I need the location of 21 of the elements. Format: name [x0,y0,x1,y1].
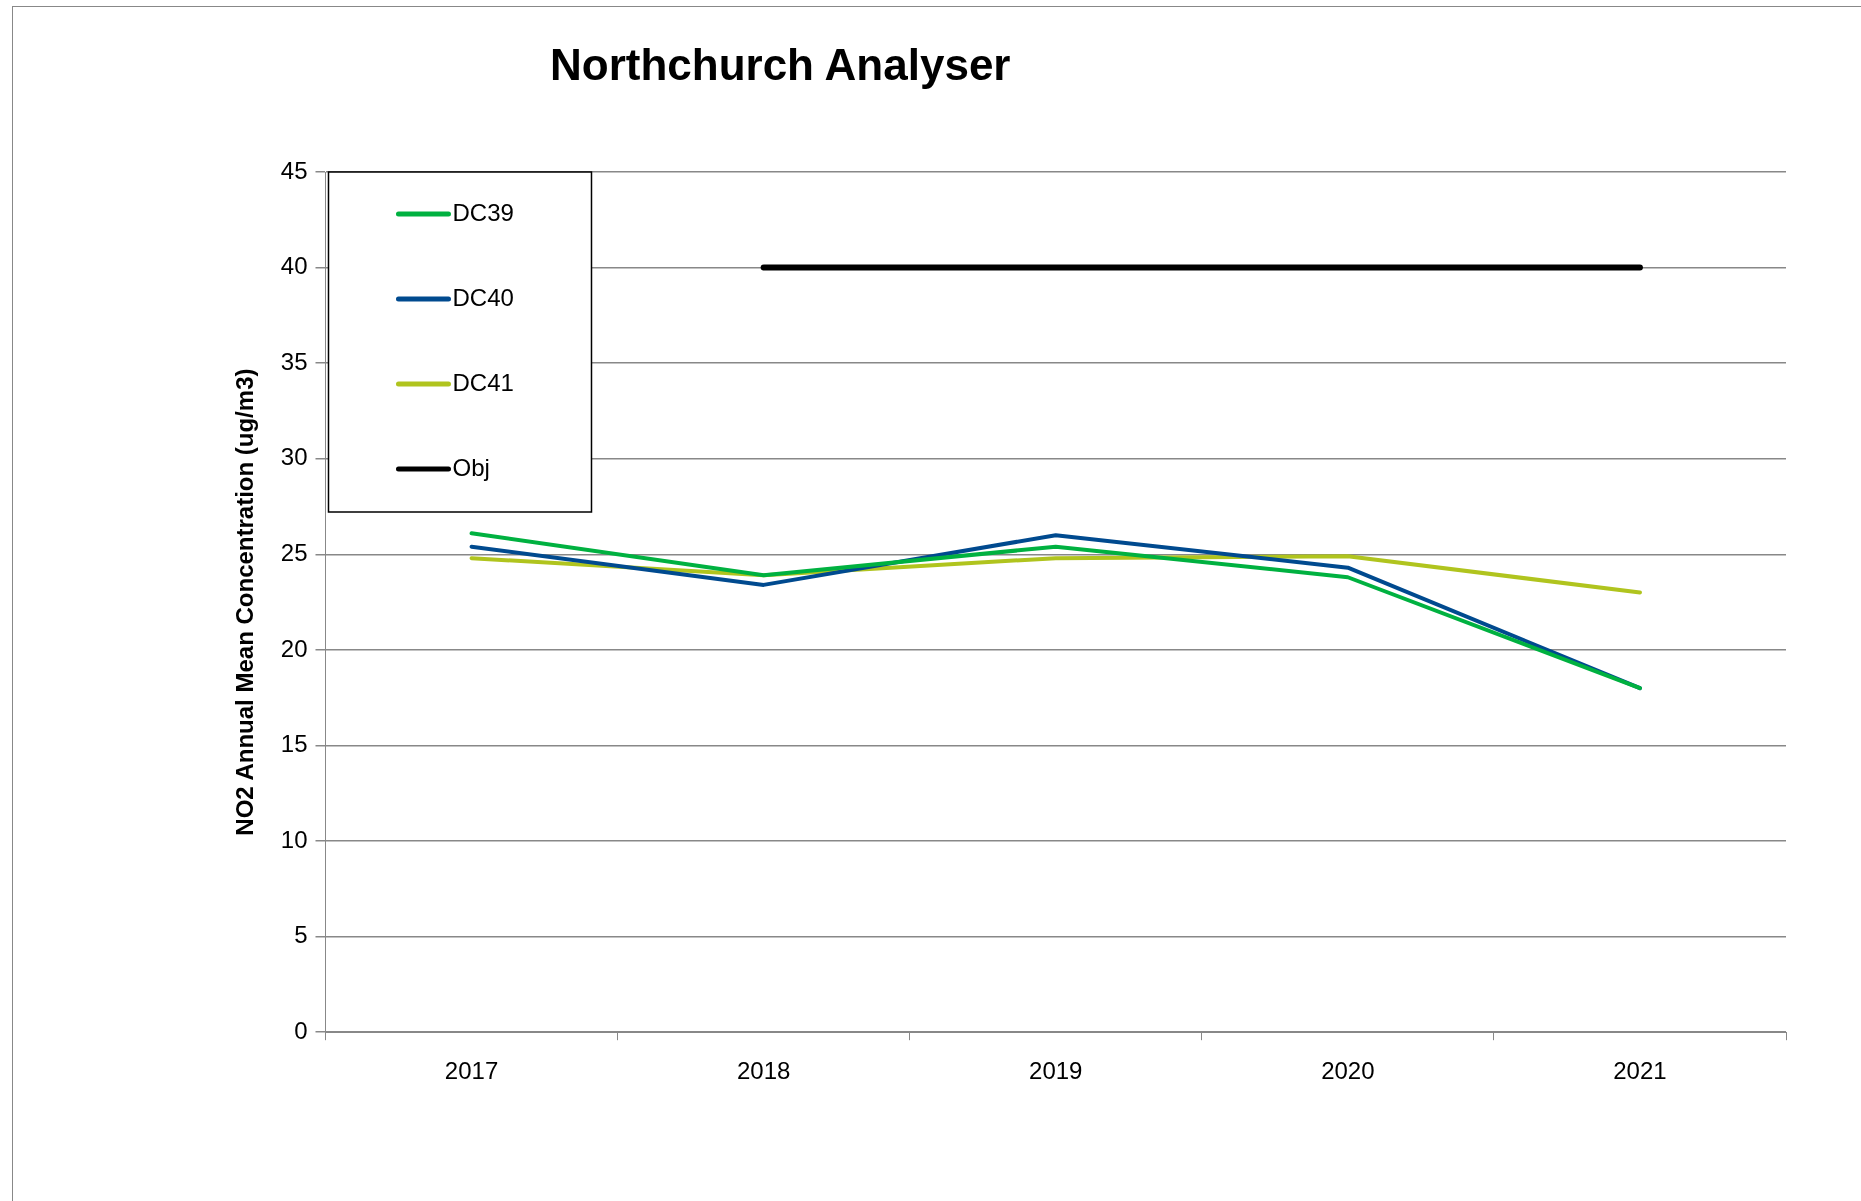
legend-label: DC39 [452,198,514,226]
y-tick-label: 20 [280,634,308,662]
y-tick-label: 10 [280,825,308,853]
x-tick-label: 2019 [1029,1057,1083,1085]
chart-title: Northchurch Analyser [550,40,1011,90]
y-tick-label: 15 [280,730,308,758]
y-axis-title: NO2 Annual Mean Concentration (ug/m3) [231,368,259,836]
y-tick-label: 35 [280,347,308,375]
x-tick-label: 2017 [444,1057,499,1085]
y-tick-label: 25 [280,538,308,566]
x-tick-label: 2020 [1321,1057,1375,1085]
x-tick-label: 2021 [1613,1057,1667,1085]
y-tick-label: 0 [294,1016,308,1044]
legend-label: DC41 [452,368,514,396]
y-tick-label: 30 [280,443,308,471]
legend-label: DC40 [452,283,514,311]
y-tick-label: 40 [280,252,308,280]
x-tick-label: 2018 [736,1057,791,1085]
y-tick-label: 45 [280,156,308,184]
legend-label: Obj [452,453,490,481]
y-tick-label: 5 [294,921,308,949]
